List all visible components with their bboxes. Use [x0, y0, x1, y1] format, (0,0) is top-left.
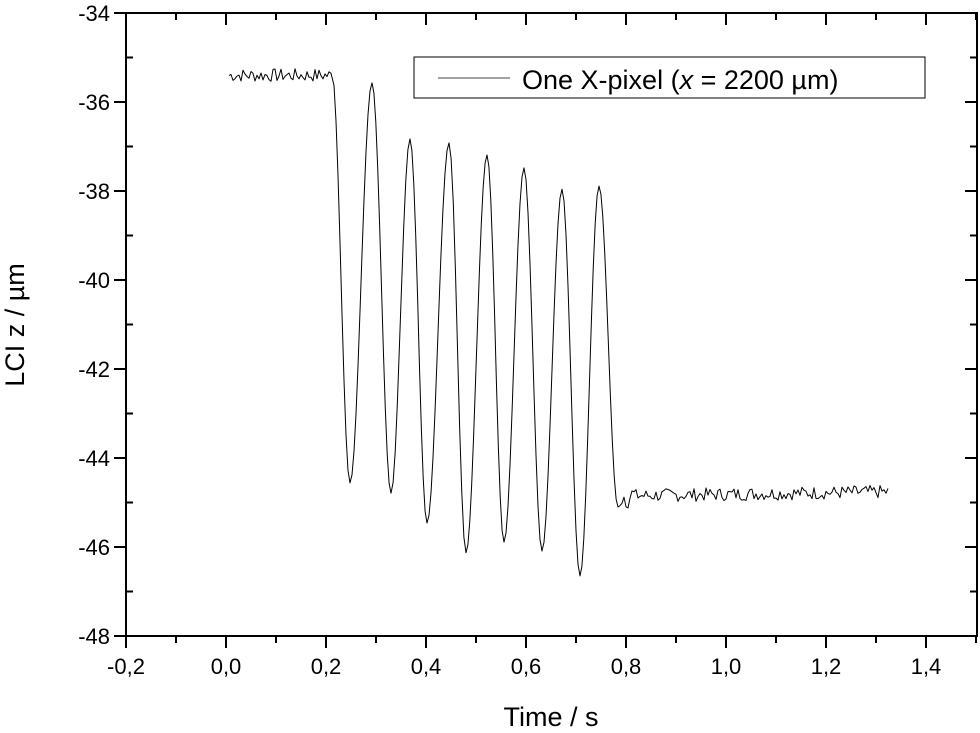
- series-line: [228, 68, 889, 577]
- plot-frame: [125, 12, 978, 637]
- y-axis-title: LCI z / µm: [0, 263, 30, 387]
- legend: One X-pixel (x = 2200 µm): [413, 56, 926, 99]
- x-tick-label: 0,8: [611, 654, 642, 679]
- x-tick-label: 0,4: [411, 654, 442, 679]
- x-axis-title: Time / s: [503, 702, 598, 732]
- y-tick-label: -42: [78, 357, 110, 382]
- legend-label: One X-pixel (x = 2200 µm): [522, 65, 838, 95]
- x-tick-label: 1,4: [911, 654, 942, 679]
- y-tick-label: -34: [78, 1, 110, 26]
- y-tick-label: -48: [78, 624, 110, 649]
- y-tick-label: -40: [78, 268, 110, 293]
- y-tick-label: -38: [78, 179, 110, 204]
- x-axis: -0,2 0,0 0,2 0,4 0,6 0,8 1,0 1,2 1,4: [107, 13, 977, 679]
- x-tick-label: 0,2: [311, 654, 342, 679]
- y-tick-label: -36: [78, 90, 110, 115]
- y-axis: -34 -36 -38 -40 -42 -44 -46 -48: [78, 1, 977, 649]
- y-tick-label: -46: [78, 535, 110, 560]
- x-tick-label: 0,6: [511, 654, 542, 679]
- x-tick-label: 1,2: [811, 654, 842, 679]
- x-tick-label: -0,2: [107, 654, 145, 679]
- data-series: [228, 68, 889, 577]
- x-tick-label: 1,0: [711, 654, 742, 679]
- x-tick-label: 0,0: [211, 654, 242, 679]
- y-tick-label: -44: [78, 446, 110, 471]
